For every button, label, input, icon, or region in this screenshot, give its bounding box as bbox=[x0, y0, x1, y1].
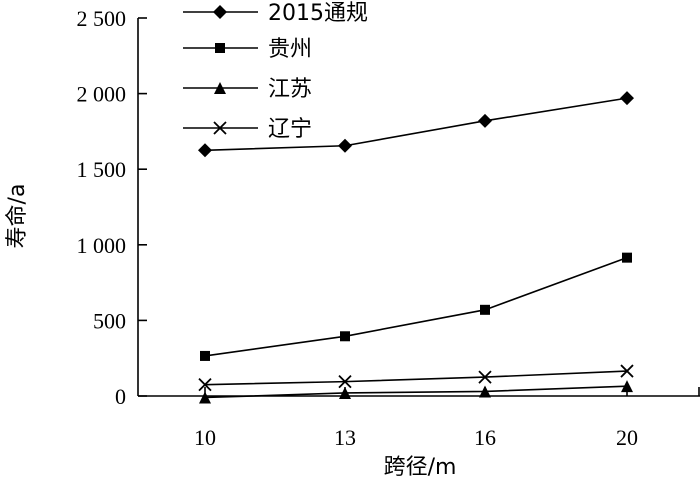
legend-marker-triangle bbox=[214, 82, 226, 94]
axes bbox=[137, 18, 700, 397]
series-diamond bbox=[198, 91, 634, 158]
data-point-x bbox=[198, 378, 212, 392]
data-point-x bbox=[478, 370, 492, 384]
y-tick-label: 500 bbox=[93, 308, 126, 333]
legend-marker-x bbox=[213, 121, 227, 135]
series-triangle bbox=[199, 380, 633, 404]
legend-marker-square bbox=[215, 43, 225, 53]
y-tick-label: 1 500 bbox=[77, 157, 127, 182]
data-point-square bbox=[622, 252, 632, 263]
y-tick-label: 2 000 bbox=[77, 82, 127, 107]
legend-item: 贵州 bbox=[183, 37, 312, 62]
legend-item: 江苏 bbox=[183, 77, 312, 102]
x-tick-label: 13 bbox=[334, 425, 356, 450]
y-tick-label: 2 500 bbox=[77, 6, 127, 31]
x-axis-label: 跨径/m bbox=[384, 455, 457, 480]
data-point-triangle bbox=[199, 391, 211, 404]
data-point-diamond bbox=[338, 138, 352, 153]
series-line bbox=[204, 256, 628, 357]
legend-label: 江苏 bbox=[268, 77, 312, 102]
series-line bbox=[204, 385, 628, 399]
x-tick-label: 10 bbox=[194, 425, 216, 450]
data-point-x bbox=[620, 364, 634, 378]
data-point-square bbox=[200, 350, 210, 361]
series-layer bbox=[198, 91, 634, 404]
series-square bbox=[200, 252, 632, 361]
y-tick-label: 0 bbox=[115, 384, 126, 409]
series-line bbox=[204, 370, 628, 386]
data-point-triangle bbox=[621, 380, 633, 393]
data-point-square bbox=[340, 331, 350, 342]
series-line bbox=[204, 97, 628, 152]
x-tick-label: 16 bbox=[474, 425, 496, 450]
data-point-x bbox=[338, 374, 352, 389]
data-point-diamond bbox=[620, 91, 634, 106]
data-point-square bbox=[480, 304, 490, 315]
data-point-diamond bbox=[198, 143, 212, 158]
legend-label: 2015通规 bbox=[268, 1, 368, 26]
data-point-triangle bbox=[479, 385, 491, 398]
y-ticks: 0 500 1 000 1 500 2 000 2 500 bbox=[77, 6, 147, 409]
legend-marker-diamond bbox=[213, 5, 227, 19]
x-tick-label: 20 bbox=[616, 425, 638, 450]
y-tick-label: 1 000 bbox=[77, 233, 127, 258]
y-axis-label: 寿命/a bbox=[5, 184, 30, 249]
legend-label: 贵州 bbox=[268, 37, 312, 62]
legend-item: 辽宁 bbox=[183, 117, 312, 142]
series-x bbox=[198, 364, 634, 392]
legend-label: 辽宁 bbox=[268, 117, 312, 142]
legend-item: 2015通规 bbox=[183, 1, 368, 26]
data-point-triangle bbox=[339, 386, 351, 399]
data-point-diamond bbox=[478, 113, 492, 128]
